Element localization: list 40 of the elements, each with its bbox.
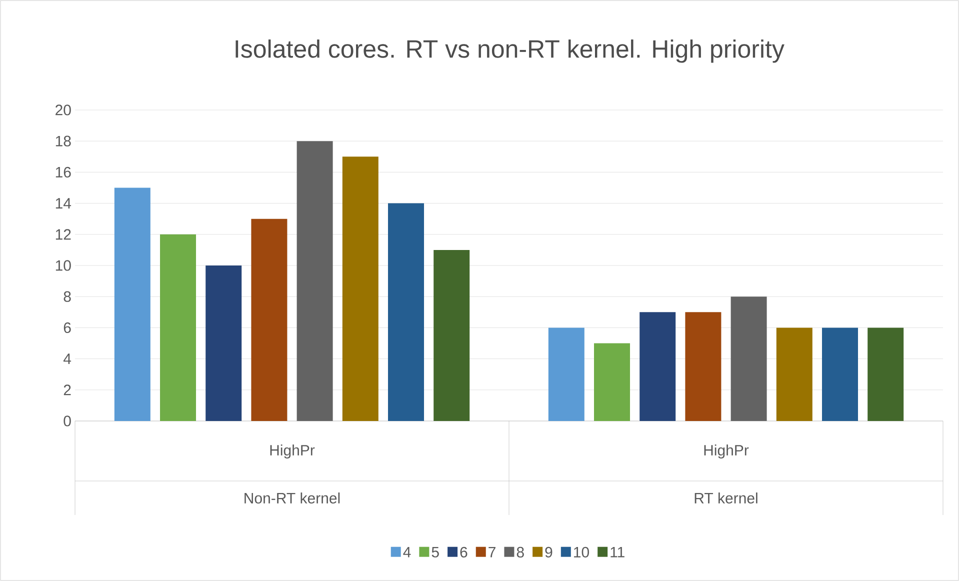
legend-label: 11	[610, 546, 624, 558]
bar	[594, 343, 630, 421]
bar	[388, 203, 424, 421]
bar	[434, 250, 470, 421]
bar	[548, 328, 584, 421]
bar	[206, 265, 242, 421]
legend-label: 5	[432, 546, 439, 558]
y-tick-label: 14	[56, 198, 72, 208]
bar	[822, 328, 858, 421]
bar	[868, 328, 904, 421]
legend-label: 4	[403, 546, 411, 558]
text: Non-RT kernel	[244, 492, 340, 504]
legend-label: 7	[488, 546, 496, 558]
y-tick-label: 8	[64, 291, 71, 302]
legend-label: 10	[574, 546, 589, 558]
bar	[160, 234, 196, 421]
bar	[640, 312, 676, 421]
bar	[730, 296, 767, 421]
y-tick-label: 6	[64, 322, 71, 333]
legend-label: 9	[545, 546, 552, 558]
legend-label: 8	[516, 546, 524, 558]
y-tick-label: 18	[56, 136, 71, 146]
bar	[296, 141, 333, 421]
bar	[776, 328, 812, 421]
bar	[685, 312, 722, 421]
y-tick-label: 16	[56, 166, 71, 178]
legend-label: 6	[460, 546, 468, 558]
y-tick-label: 2	[64, 384, 71, 396]
chart-title: Isolated cores. RT vs non-RT kernel. High priority	[236, 39, 784, 63]
x-tick-label: HighPr	[704, 444, 749, 458]
y-tick-label: 12	[56, 229, 71, 240]
text: RT kernel	[694, 492, 758, 504]
bar	[342, 156, 378, 421]
x-tick-label: HighPr	[270, 444, 315, 458]
y-tick-label: 0	[64, 416, 71, 426]
bar	[251, 218, 288, 421]
bar	[114, 188, 150, 421]
y-tick-label: 10	[56, 260, 71, 271]
y-tick-label: 20	[56, 104, 71, 116]
y-tick-label: 4	[63, 354, 72, 364]
